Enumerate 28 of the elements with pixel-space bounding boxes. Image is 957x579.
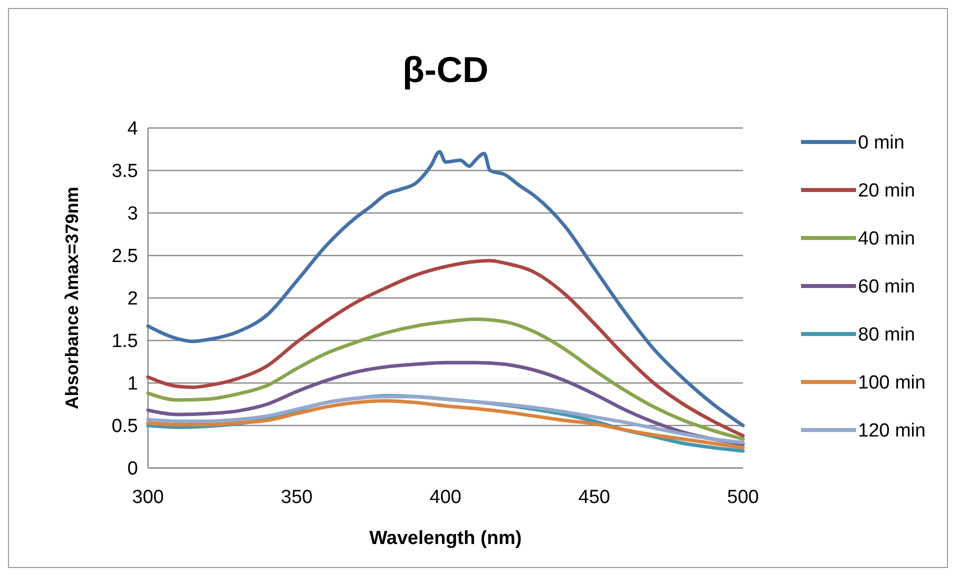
y-tick-label: 1.5	[112, 331, 138, 352]
legend-label: 40 min	[858, 228, 916, 250]
legend-label: 100 min	[858, 372, 926, 394]
line-series	[146, 318, 745, 441]
y-tick-label: 0.5	[112, 416, 138, 438]
x-tick-label: 350	[280, 487, 313, 508]
legend-label: 0 min	[858, 132, 904, 154]
legend-label: 20 min	[858, 180, 916, 202]
y-tick-label: 2.5	[112, 246, 138, 268]
legend-label: 120 min	[858, 420, 926, 442]
y-tick-label: 0	[127, 458, 138, 480]
line-series	[146, 258, 745, 438]
legend-label: 80 min	[858, 324, 916, 346]
legend-label: 60 min	[858, 276, 916, 298]
y-tick-label: 3.5	[112, 161, 138, 182]
y-tick-label: 1	[127, 374, 138, 395]
y-axis-title: Absorbance λmax=379nm	[62, 186, 82, 410]
line-series	[146, 150, 745, 428]
y-tick-label: 3	[127, 204, 138, 225]
chart-title: β-CD	[402, 49, 488, 90]
y-tick-label: 2	[127, 288, 138, 310]
x-tick-label: 400	[430, 487, 462, 508]
x-tick-label: 500	[727, 487, 759, 508]
y-tick-label: 4	[127, 118, 138, 140]
x-axis-title: Wavelength (nm)	[369, 528, 522, 549]
line-series	[146, 360, 745, 446]
x-tick-label: 450	[578, 487, 610, 508]
x-tick-label: 300	[132, 487, 164, 508]
